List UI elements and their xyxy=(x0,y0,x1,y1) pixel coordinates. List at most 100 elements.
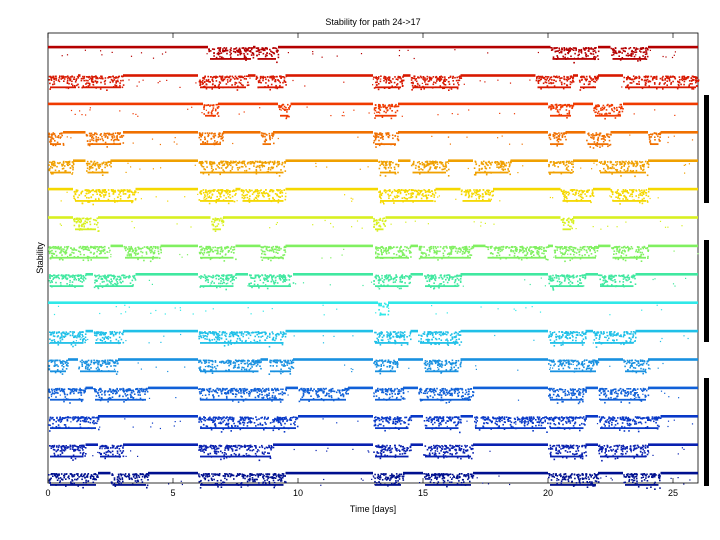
series-point xyxy=(602,107,605,110)
series-point xyxy=(223,78,226,81)
series-point xyxy=(407,247,410,250)
series-point xyxy=(217,223,220,225)
series-point xyxy=(213,189,215,191)
series-point xyxy=(387,193,389,196)
series-point xyxy=(497,79,499,81)
series-point xyxy=(560,107,562,109)
series-point xyxy=(244,170,246,172)
series-point xyxy=(352,198,354,200)
series-point xyxy=(548,165,550,168)
series-point xyxy=(543,256,546,258)
series-point xyxy=(502,248,504,251)
series-point xyxy=(56,141,59,144)
series-point xyxy=(245,56,247,59)
series-point xyxy=(434,167,436,169)
series-point xyxy=(222,217,225,219)
series-point xyxy=(388,195,390,197)
series-point xyxy=(128,196,131,198)
series-point xyxy=(465,190,467,192)
series-point xyxy=(667,77,669,80)
series-point xyxy=(78,194,81,196)
series-point xyxy=(376,230,379,232)
series-point xyxy=(502,166,505,168)
series-point xyxy=(385,168,387,170)
series-point xyxy=(390,143,392,146)
series-point xyxy=(243,56,246,58)
series-point xyxy=(211,112,213,115)
series-point xyxy=(386,250,389,252)
series-point xyxy=(375,137,377,140)
series-point xyxy=(222,50,224,53)
series-point xyxy=(230,251,233,253)
series-point xyxy=(629,78,631,80)
series-point xyxy=(635,165,637,168)
series-point xyxy=(87,259,90,262)
series-point xyxy=(382,164,385,166)
series-drop-line xyxy=(550,171,571,174)
series-drop-line xyxy=(550,143,564,146)
series-point xyxy=(485,161,487,164)
series-point xyxy=(230,47,232,49)
series-point xyxy=(275,223,277,225)
series-point xyxy=(657,197,659,199)
series-point xyxy=(490,163,492,166)
series-point xyxy=(552,197,554,199)
series-point xyxy=(570,75,573,77)
series-point xyxy=(513,255,516,257)
series-point xyxy=(60,284,62,287)
series-point xyxy=(546,85,549,87)
series-point xyxy=(60,249,63,252)
series-point xyxy=(87,162,89,165)
series-point xyxy=(569,259,571,262)
series-drop-line xyxy=(200,256,234,259)
series-point xyxy=(616,190,618,193)
series-point xyxy=(635,162,637,165)
series-point xyxy=(607,225,609,227)
series-point xyxy=(357,136,359,138)
series-point xyxy=(214,109,217,112)
series-point xyxy=(398,55,400,57)
series-point xyxy=(234,51,237,54)
series-point xyxy=(207,196,210,199)
series-line xyxy=(410,273,423,276)
series-point xyxy=(278,257,280,260)
series-point xyxy=(391,105,393,107)
series-point xyxy=(245,59,247,61)
series-point xyxy=(114,132,117,134)
series-point xyxy=(62,75,65,78)
series-point xyxy=(611,109,614,112)
series-point xyxy=(575,49,577,52)
series-point xyxy=(102,249,105,251)
series-point xyxy=(565,168,568,170)
series-point xyxy=(645,75,647,78)
series-point xyxy=(639,194,642,196)
series-point xyxy=(86,255,89,258)
series-point xyxy=(566,167,568,169)
series-point xyxy=(553,162,556,165)
series-point xyxy=(282,76,285,78)
series-point xyxy=(497,249,499,252)
series-point xyxy=(477,190,479,192)
series-point xyxy=(221,137,224,140)
series-point xyxy=(249,161,252,163)
series-point xyxy=(220,135,222,138)
series-point xyxy=(49,274,51,276)
series-point xyxy=(449,86,451,89)
series-point xyxy=(639,192,641,195)
series-point xyxy=(216,219,219,221)
series-point xyxy=(270,77,273,79)
series-point xyxy=(100,133,102,135)
series-point xyxy=(93,160,96,163)
series-point xyxy=(592,195,595,197)
series-point xyxy=(538,77,540,80)
series-point xyxy=(126,256,128,258)
series-point xyxy=(278,161,280,163)
series-point xyxy=(214,246,216,249)
series-point xyxy=(87,247,90,249)
series-point xyxy=(88,201,91,203)
series-point xyxy=(597,104,599,106)
series-point xyxy=(49,82,51,85)
series-point xyxy=(257,195,260,198)
series-point xyxy=(641,246,644,249)
series-point xyxy=(229,248,232,250)
